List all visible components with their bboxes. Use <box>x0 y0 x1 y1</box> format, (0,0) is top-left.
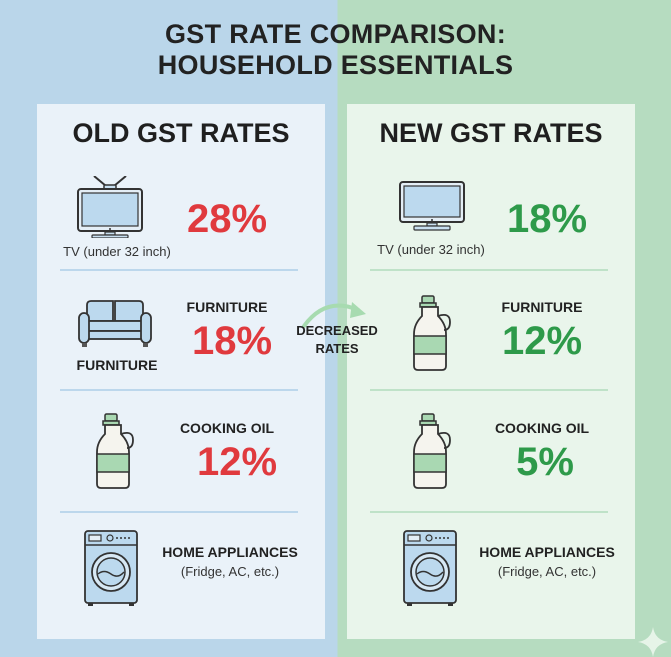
note-line-1: DECREASED <box>296 323 378 338</box>
new-rates-heading: NEW GST RATES <box>379 118 603 148</box>
cooking-oil-old-rate: 12% <box>196 440 278 484</box>
divider <box>370 389 608 391</box>
furniture-new-rate: 12% <box>501 319 583 363</box>
tv-caption: TV (under 32 inch) <box>63 244 171 259</box>
old-rates-heading: OLD GST RATES <box>72 118 290 148</box>
tv-caption: TV (under 32 inch) <box>377 242 485 257</box>
home-appliances-label: HOME APPLIANCES <box>479 544 615 560</box>
page-title: GST RATE COMPARISON: HOUSEHOLD ESSENTIAL… <box>0 19 671 81</box>
new-rates-panel: NEW GST RATES TV (under 32 inch) 18% FUR… <box>347 104 635 639</box>
divider <box>60 511 298 513</box>
tv-icon <box>77 176 143 238</box>
cooking-oil-label: COOKING OIL <box>179 420 275 436</box>
sofa-icon <box>78 300 152 347</box>
oil-bottle-icon <box>413 413 451 489</box>
home-appliances-label: HOME APPLIANCES <box>162 544 298 560</box>
cooking-oil-new-rate: 5% <box>516 440 574 484</box>
tv-old-rate: 28% <box>186 197 268 241</box>
divider <box>60 269 298 271</box>
title-line-2: HOUSEHOLD ESSENTIALS <box>157 50 514 80</box>
tv-new-rate: 18% <box>506 197 588 241</box>
washing-machine-icon <box>403 530 457 606</box>
tv-icon <box>399 181 465 231</box>
furniture-label: FURNITURE <box>186 299 268 315</box>
divider <box>60 389 298 391</box>
divider <box>370 511 608 513</box>
home-appliances-sub: (Fridge, AC, etc.) <box>497 564 597 579</box>
furniture-caption: FURNITURE <box>76 357 158 373</box>
home-appliances-sub: (Fridge, AC, etc.) <box>180 564 280 579</box>
curved-arrow-icon <box>302 302 366 328</box>
furniture-label: FURNITURE <box>501 299 583 315</box>
oil-bottle-icon <box>413 295 451 371</box>
furniture-old-rate: 18% <box>191 319 273 363</box>
divider <box>370 269 608 271</box>
old-rates-panel: OLD GST RATES TV (under 32 inch) 28% FUR… <box>37 104 325 639</box>
decreased-rates-note: DECREASED RATES <box>290 322 384 358</box>
sparkle-icon <box>638 627 668 657</box>
cooking-oil-label: COOKING OIL <box>494 420 590 436</box>
washing-machine-icon <box>84 530 138 606</box>
title-line-1: GST RATE COMPARISON: <box>165 19 506 49</box>
oil-bottle-icon <box>96 413 134 489</box>
note-line-2: RATES <box>315 341 359 356</box>
